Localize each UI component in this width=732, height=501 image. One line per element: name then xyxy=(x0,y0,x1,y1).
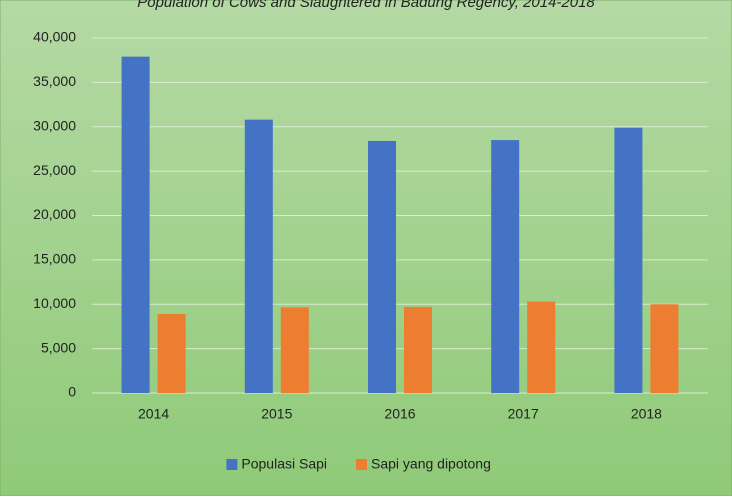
legend-swatch xyxy=(356,459,367,470)
bar xyxy=(157,314,186,393)
x-tick-label: 2015 xyxy=(261,406,292,422)
bar xyxy=(614,127,643,393)
bar xyxy=(404,306,432,393)
bar xyxy=(368,140,396,393)
bar xyxy=(527,301,556,393)
y-tick-label: 10,000 xyxy=(33,295,76,311)
legend-label: Sapi yang dipotong xyxy=(371,456,491,472)
chart-title: Population of Cows and Slaughtered in Ba… xyxy=(137,0,595,11)
y-tick-label: 35,000 xyxy=(33,73,76,89)
x-tick-label: 2018 xyxy=(631,406,662,422)
y-tick-label: 40,000 xyxy=(33,29,76,45)
legend-swatch xyxy=(226,459,238,470)
x-tick-label: 2014 xyxy=(138,406,169,422)
bar xyxy=(491,140,520,393)
y-tick-label: 0 xyxy=(68,384,76,400)
bar xyxy=(244,119,273,394)
bar xyxy=(650,304,679,393)
x-tick-label: 2016 xyxy=(384,406,415,422)
legend-label: Populasi Sapi xyxy=(241,456,327,472)
bar xyxy=(280,307,309,393)
y-tick-label: 15,000 xyxy=(33,251,76,267)
y-tick-label: 30,000 xyxy=(33,117,76,133)
bar xyxy=(121,56,150,393)
y-tick-label: 20,000 xyxy=(33,206,76,222)
y-tick-label: 25,000 xyxy=(33,162,76,178)
y-tick-label: 5,000 xyxy=(41,339,76,355)
x-tick-label: 2017 xyxy=(508,406,539,422)
